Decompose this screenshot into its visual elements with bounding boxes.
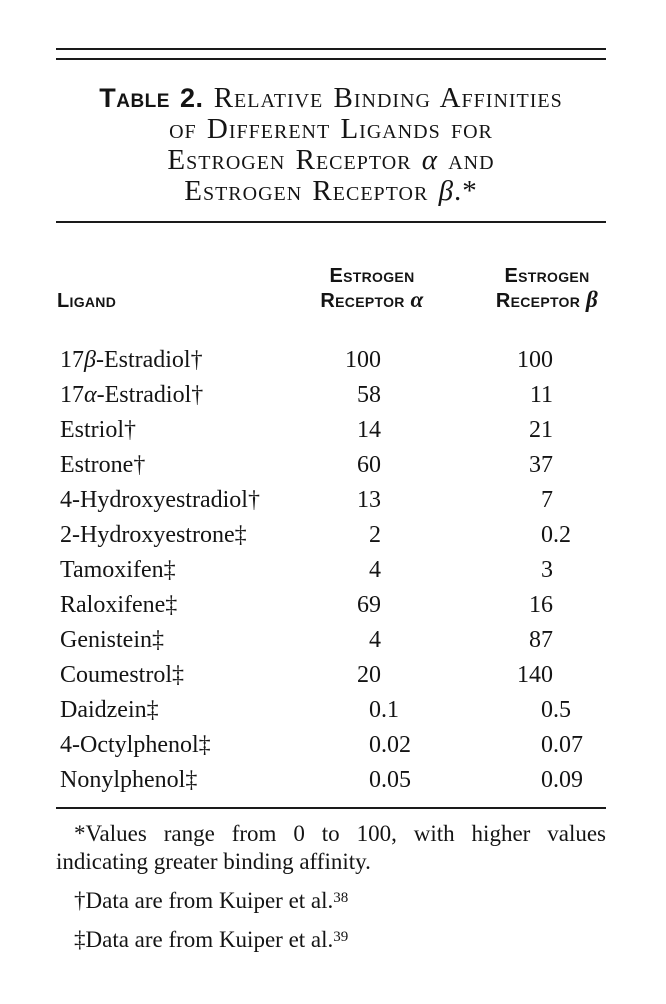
table-row: Raloxifene‡ 69 16 bbox=[56, 588, 606, 623]
footnote: †Data are from Kuiper et al.38 bbox=[74, 888, 349, 913]
ligand-cell: 17β-Estradiol† bbox=[60, 347, 203, 373]
footnote-marker: ‡ bbox=[74, 927, 86, 952]
title-line: Table 2. Relative Binding Affinities bbox=[99, 82, 563, 114]
ligand-cell: Coumestrol‡ bbox=[60, 662, 184, 688]
ligand-cell: 4-Hydroxyestradiol† bbox=[60, 487, 260, 513]
table-row: 17α-Estradiol† 58 11 bbox=[56, 378, 606, 413]
footnote: ‡Data are from Kuiper et al.39 bbox=[74, 927, 349, 952]
table-number-label: Table 2. bbox=[99, 83, 204, 113]
table-row: Estriol† 14 21 bbox=[56, 413, 606, 448]
footnote-marker: † bbox=[74, 888, 86, 913]
ligand-cell: Estrone† bbox=[60, 452, 146, 478]
ligand-cell: 4-Octylphenol‡ bbox=[60, 732, 211, 758]
footnote: *Values range from 0 to 100, with higher… bbox=[56, 821, 606, 874]
greek-letter: α bbox=[421, 144, 438, 176]
column-header-estrogen-receptor-alpha: Estrogen Receptor α bbox=[320, 265, 424, 312]
footnotes: *Values range from 0 to 100, with higher… bbox=[56, 820, 606, 954]
title-line: Estrogen Receptor α and bbox=[167, 144, 495, 176]
ligand-cell: 17α-Estradiol† bbox=[60, 382, 204, 408]
table-rows: 17β-Estradiol† 100 100 17α-Estradiol† 58 11 Es… bbox=[56, 343, 606, 798]
title-line: Estrogen Receptor β.* bbox=[184, 175, 478, 207]
bottom-rule bbox=[56, 807, 606, 809]
table-row: 4-Hydroxyestradiol† 13 7 bbox=[56, 483, 606, 518]
greek-letter: β bbox=[586, 287, 599, 312]
footnote-reference-number: 38 bbox=[333, 890, 349, 906]
greek-letter: β bbox=[438, 175, 455, 207]
footnote-reference-number: 39 bbox=[333, 929, 349, 945]
table-row: Genistein‡ 4 87 bbox=[56, 623, 606, 658]
greek-letter: β bbox=[84, 347, 96, 373]
table-title: Table 2. Relative Binding Affinities of D… bbox=[56, 83, 606, 207]
header-top-rule bbox=[56, 221, 606, 223]
footnote-marker: * bbox=[74, 821, 86, 846]
ligand-cell: Estriol† bbox=[60, 417, 136, 443]
column-header-row: Ligand Estrogen Receptor α Estrogen Recept… bbox=[56, 265, 606, 315]
greek-letter: α bbox=[84, 382, 97, 408]
table-row: 2-Hydroxyestrone‡ 2 0.2 bbox=[56, 518, 606, 553]
table-row: Nonylphenol‡ 0.05 0.09 bbox=[56, 763, 606, 798]
table-row: 4-Octylphenol‡ 0.02 0.07 bbox=[56, 728, 606, 763]
table-row: 17β-Estradiol† 100 100 bbox=[56, 343, 606, 378]
table-row: Estrone† 60 37 bbox=[56, 448, 606, 483]
ligand-cell: Raloxifene‡ bbox=[60, 592, 178, 618]
table-row: Tamoxifen‡ 4 3 bbox=[56, 553, 606, 588]
table-row: Daidzein‡ 0.1 0.5 bbox=[56, 693, 606, 728]
ligand-cell: Genistein‡ bbox=[60, 627, 164, 653]
top-double-rule bbox=[56, 48, 606, 60]
ligand-cell: Daidzein‡ bbox=[60, 697, 159, 723]
column-header-estrogen-receptor-beta: Estrogen Receptor β bbox=[495, 265, 599, 312]
ligand-cell: Nonylphenol‡ bbox=[60, 767, 198, 793]
title-line: of Different Ligands for bbox=[169, 113, 493, 145]
column-header-ligand: Ligand bbox=[57, 290, 117, 312]
ligand-cell: 2-Hydroxyestrone‡ bbox=[60, 522, 247, 548]
table-row: Coumestrol‡ 20 140 bbox=[56, 658, 606, 693]
greek-letter: α bbox=[410, 287, 424, 312]
ligand-cell: Tamoxifen‡ bbox=[60, 557, 176, 583]
